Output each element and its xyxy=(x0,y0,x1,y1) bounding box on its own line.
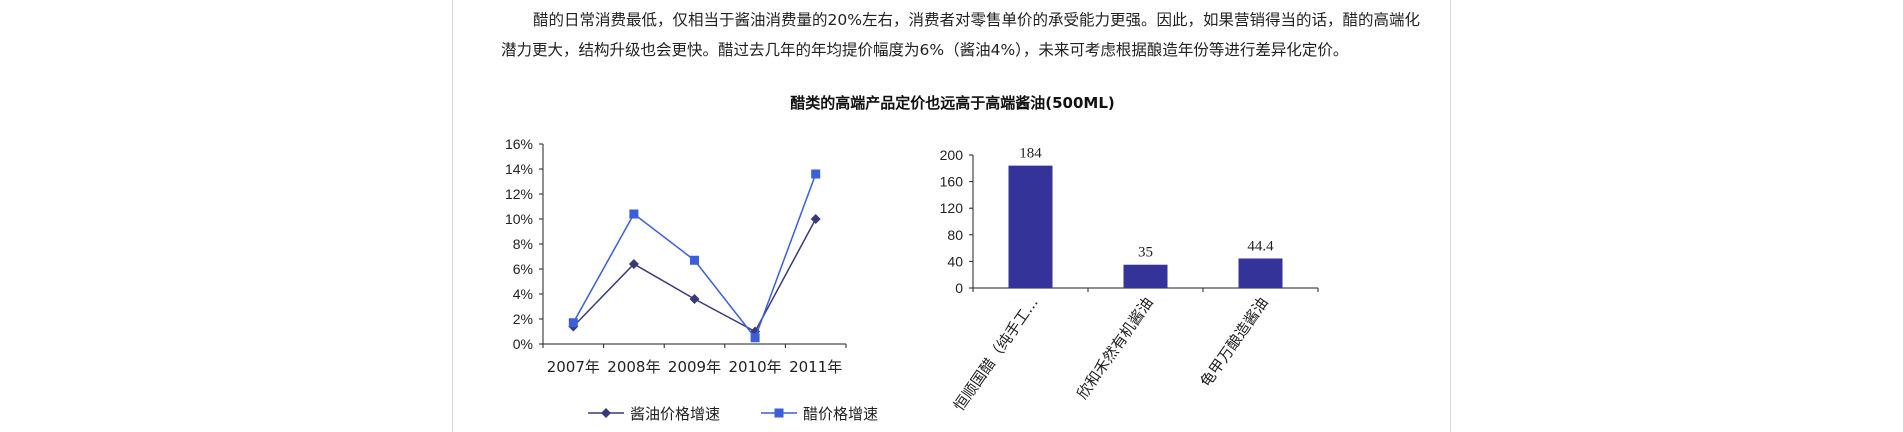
line-y-tick-label: 6% xyxy=(513,261,533,277)
bar-2 xyxy=(1238,258,1283,288)
line-y-tick-label: 12% xyxy=(505,186,533,202)
vinegar-point-marker xyxy=(568,318,578,328)
bar-0 xyxy=(1008,165,1053,288)
line-x-tick-label: 2009年 xyxy=(668,358,721,376)
bar-y-tick-label: 40 xyxy=(947,253,963,269)
bar-value-label: 184 xyxy=(1019,146,1042,162)
vinegar-point-marker xyxy=(690,255,699,265)
legend-label: 醋价格增速 xyxy=(803,405,878,423)
legend-marker-soy xyxy=(601,408,611,418)
vinegar-point-marker xyxy=(750,333,760,343)
bar-category-label: 欣和禾然有机酱油 xyxy=(1073,294,1157,403)
bar-y-tick-label: 80 xyxy=(947,227,963,243)
bar-y-tick-label: 200 xyxy=(940,147,964,163)
bar-1 xyxy=(1123,264,1168,288)
line-chart: 0% 2% 4% 6% 8% 10% 12% 14% 16% 2007年 2008年 2009年 201… xyxy=(505,136,878,423)
line-x-tick-label: 2007年 xyxy=(547,358,600,376)
bar-value-label: 44.4 xyxy=(1247,238,1274,254)
bar-value-label: 35 xyxy=(1138,245,1153,261)
bar-category-label: 恒顺国醋（纯手工... xyxy=(950,294,1042,414)
bar-y-tick-label: 0 xyxy=(955,280,963,296)
line-y-tick-label: 0% xyxy=(513,336,533,352)
line-y-tick-label: 10% xyxy=(505,211,533,227)
line-y-tick-label: 14% xyxy=(505,161,533,177)
line-y-tick-label: 8% xyxy=(513,236,533,252)
line-y-tick-label: 2% xyxy=(513,311,533,327)
bar-y-tick-label: 120 xyxy=(940,200,964,216)
legend-label: 酱油价格增速 xyxy=(630,405,720,423)
legend-marker-vinegar xyxy=(774,408,784,418)
soy-point-marker xyxy=(810,214,821,224)
page-content: 醋的日常消费最低，仅相当于酱油消费量的20%左右，消费者对零售单价的承受能力更强… xyxy=(452,0,1451,432)
line-y-tick-label: 16% xyxy=(505,136,533,152)
vinegar-point-marker xyxy=(811,169,821,179)
figure-title: 醋类的高端产品定价也远高于高端酱油(500ML) xyxy=(790,94,1115,112)
line-x-tick-label: 2011年 xyxy=(789,358,842,376)
bar-y-tick-label: 160 xyxy=(940,174,964,190)
bar-chart: 0 40 80 120 160 200 184 恒顺国醋（纯手工... 35 欣和禾然有机酱油 44… xyxy=(940,146,1319,414)
vinegar-point-marker xyxy=(629,209,639,219)
soy-point-marker xyxy=(689,294,700,304)
body-paragraph: 醋的日常消费最低，仅相当于酱油消费量的20%左右，消费者对零售单价的承受能力更强… xyxy=(501,11,1420,59)
bar-category-label: 龟甲万酿造酱油 xyxy=(1197,294,1272,390)
line-x-tick-label: 2010年 xyxy=(729,358,782,376)
series-line-soy xyxy=(572,218,817,333)
line-x-tick-label: 2008年 xyxy=(607,358,660,376)
soy-point-marker xyxy=(628,259,639,269)
line-y-tick-label: 4% xyxy=(513,286,533,302)
